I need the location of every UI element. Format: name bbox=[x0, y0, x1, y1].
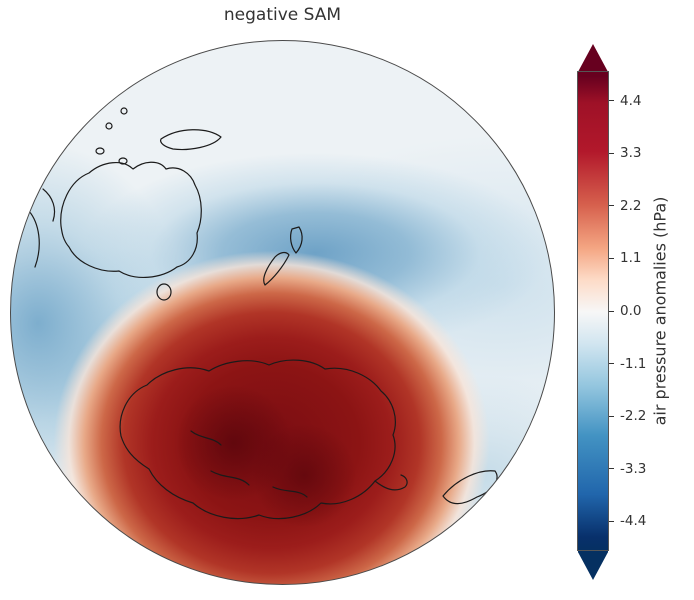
tick-mark bbox=[609, 152, 614, 154]
globe-map bbox=[10, 40, 555, 585]
antarctica-outline bbox=[119, 359, 396, 520]
tasmania-outline bbox=[156, 283, 172, 301]
new-guinea-outline bbox=[160, 129, 222, 151]
chart-title: negative SAM bbox=[223, 5, 342, 25]
tick-mark bbox=[609, 100, 614, 102]
tick-mark bbox=[609, 468, 614, 470]
colorbar bbox=[578, 44, 608, 580]
asia-coast-arc bbox=[28, 188, 56, 268]
island-dot bbox=[416, 65, 422, 71]
tick-mark bbox=[609, 520, 614, 522]
tick-mark bbox=[609, 205, 614, 207]
indonesia-islands bbox=[95, 107, 128, 165]
tick-mark bbox=[609, 415, 614, 417]
tick-mark bbox=[609, 310, 614, 312]
australia-outline bbox=[60, 161, 202, 278]
coastlines bbox=[28, 65, 498, 520]
new-zealand-south-island bbox=[263, 251, 290, 286]
antarctica-interior-lines bbox=[190, 430, 308, 498]
south-america-outline bbox=[442, 470, 498, 505]
antarctic-peninsula bbox=[374, 474, 408, 491]
colorbar-label: air pressure anomalies (hPa) bbox=[650, 196, 670, 426]
tick-mark bbox=[609, 257, 614, 259]
new-zealand-north-island bbox=[290, 226, 303, 254]
tick-mark bbox=[609, 363, 614, 365]
